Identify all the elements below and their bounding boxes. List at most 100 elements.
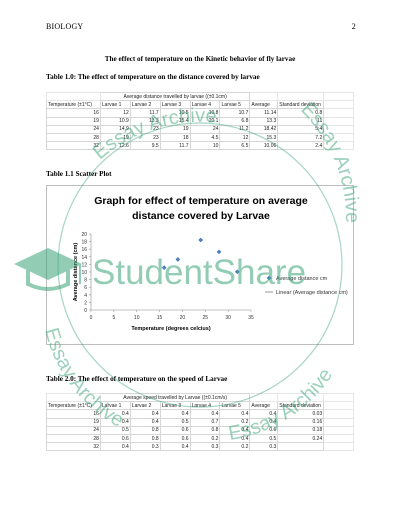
- table1-col-header: Average: [249, 100, 279, 110]
- table1-cell: 18: [159, 132, 191, 143]
- legend-marker: [266, 275, 272, 281]
- y-tick-label: 2: [84, 300, 87, 306]
- table2-col-header: Larvae 4: [189, 401, 221, 411]
- table2-cell: 0.4: [249, 409, 279, 419]
- table1-cell: 23: [129, 124, 161, 134]
- table1-cell: 10.8: [189, 108, 221, 118]
- x-tick-label: 20: [180, 315, 186, 321]
- table2-cell: 0.5: [99, 425, 131, 435]
- table1-cell: 19: [99, 132, 131, 143]
- x-tick-label: 0: [90, 315, 93, 321]
- table1-cell: 24: [46, 124, 101, 134]
- x-tick-label: 35: [248, 315, 254, 321]
- table1-row: 32 12.6 9.5 11.7 10 6.5 10.06 2.4: [46, 141, 354, 151]
- table2-cell: 0.4: [99, 417, 131, 427]
- table2-row: 32 0.4 0.3 0.4 0.3 0.2 0.3: [46, 442, 354, 452]
- table1-cell: 13.3: [129, 116, 161, 126]
- table2-cell: 0.4: [99, 409, 131, 419]
- table1-caption: Table 1.0: The effect of temperature on …: [46, 73, 260, 81]
- y-tick-label: 12: [81, 262, 87, 268]
- y-tick-label: 4: [84, 293, 87, 299]
- table2-cell: 0.4: [129, 417, 161, 427]
- table1-cell: 0.8: [277, 108, 325, 118]
- table1-cell: 19: [159, 124, 191, 134]
- table2-cell: 0.16: [277, 417, 325, 427]
- table2-cell: 16: [46, 409, 101, 419]
- table1-row: 19 10.9 13.3 15.4 20.1 6.8 13.3 11: [46, 116, 354, 126]
- y-tick-label: 6: [84, 285, 87, 291]
- table2-cell: 0.4: [249, 417, 279, 427]
- table2-cell: 19: [46, 417, 101, 427]
- table1-col-header: Larvae 1: [99, 100, 131, 110]
- x-tick-label: 10: [134, 315, 140, 321]
- table1-cell: 7.2: [277, 132, 325, 143]
- y-tick-label: 20: [81, 232, 87, 238]
- table1-cell: 2.4: [277, 141, 325, 151]
- table2-cell: 0.18: [277, 425, 325, 435]
- table2: Average speed travelled by Larvae ((±0.1…: [46, 392, 354, 452]
- scatter-chart-svg: Graph for effect of temperature on avera…: [73, 195, 348, 332]
- table2-cell: 0.5: [249, 433, 279, 444]
- table1-row: 16 12 11.7 10.5 10.8 10.7 11.14 0.8: [46, 108, 354, 118]
- data-point: [175, 257, 181, 262]
- y-tick-label: 10: [81, 270, 87, 276]
- table2-row: 19 0.4 0.4 0.5 0.7 0.2 0.4 0.16: [46, 417, 354, 427]
- x-tick-label: 5: [112, 315, 115, 321]
- table2-cell: 32: [46, 442, 101, 452]
- table1-cell: 12.6: [99, 141, 131, 151]
- table1-col-header: Temperature (±1°C): [46, 100, 101, 110]
- table2-group-header-row: Average speed travelled by Larvae ((±0.1…: [46, 392, 354, 403]
- page-number: 2: [351, 22, 356, 31]
- table1-col-header: Larvae 2: [129, 100, 161, 110]
- table2-col-header: Temperature (±1°C): [46, 401, 101, 411]
- table2-cell: 28: [46, 433, 101, 444]
- table2-cell: 0.03: [277, 409, 325, 419]
- table1-cell: 12: [99, 108, 131, 118]
- table1-cell: 11.7: [159, 141, 191, 151]
- table1-row: 28 19 23 18 4.5 12 15.3 7.2: [46, 132, 354, 143]
- table1-group-header: Average distance travelled by larvae ((±…: [99, 91, 251, 102]
- table1-cell: 24: [189, 124, 221, 134]
- table1-cell: 6.8: [219, 116, 251, 126]
- table1-cell: 20.1: [189, 116, 221, 126]
- data-point: [161, 265, 167, 271]
- table1-group-header-row: Average distance travelled by larvae ((±…: [46, 91, 354, 102]
- table2-cell: 0.3: [129, 442, 161, 452]
- table1-cell: 19: [46, 116, 101, 126]
- table1-cell: 15.3: [249, 132, 279, 143]
- table2-cell: 0.2: [189, 433, 221, 444]
- y-tick-label: 0: [84, 308, 87, 314]
- table2-cell: 0.8: [189, 425, 221, 435]
- table1-cell: 12: [219, 132, 251, 143]
- table1-cell: 28: [46, 132, 101, 143]
- table1-cell: 15.4: [159, 116, 191, 126]
- table1-header-row: Temperature (±1°C) Larvae 1 Larvae 2 Lar…: [46, 100, 354, 110]
- table2-cell: 0.6: [159, 425, 191, 435]
- table1-cell: 16: [46, 108, 101, 118]
- table2-row: 24 0.5 0.8 0.6 0.8 0.4 0.6 0.18: [46, 425, 354, 435]
- table1-cell: 10.7: [219, 108, 251, 118]
- table2-cell: 0.4: [219, 409, 251, 419]
- table1-cell: 10.06: [249, 141, 279, 151]
- table1-cell: 18.42: [249, 124, 279, 134]
- table1-cell: 11.7: [129, 108, 161, 118]
- table1-cell: 11.14: [249, 108, 279, 118]
- table1-col-header: Standard deviation: [277, 100, 325, 110]
- table1-col-header: Larvae 5: [219, 100, 251, 110]
- table1-cell: 9.5: [129, 141, 161, 151]
- table2-row: 16 0.4 0.4 0.4 0.4 0.4 0.4 0.03: [46, 409, 354, 419]
- table1-cell: 14.9: [99, 124, 131, 134]
- document-title: The effect of temperature on the Kinetic…: [104, 55, 296, 63]
- table1-cell: 11: [277, 116, 325, 126]
- table2-cell: 0.4: [189, 409, 221, 419]
- table1-col-header: Larvae 4: [189, 100, 221, 110]
- table2-cell: 0.5: [159, 417, 191, 427]
- table2-cell: 0.8: [129, 425, 161, 435]
- table2-col-header: Larvae 2: [129, 401, 161, 411]
- table2-col-header: Larvae 5: [219, 401, 251, 411]
- table2-cell: 24: [46, 425, 101, 435]
- table1-cell: 10.5: [159, 108, 191, 118]
- chart-caption: Table 1.1 Scatter Plot: [46, 170, 112, 178]
- table1-col-header: Larvae 3: [159, 100, 191, 110]
- table1: Average distance travelled by larvae ((±…: [46, 91, 354, 151]
